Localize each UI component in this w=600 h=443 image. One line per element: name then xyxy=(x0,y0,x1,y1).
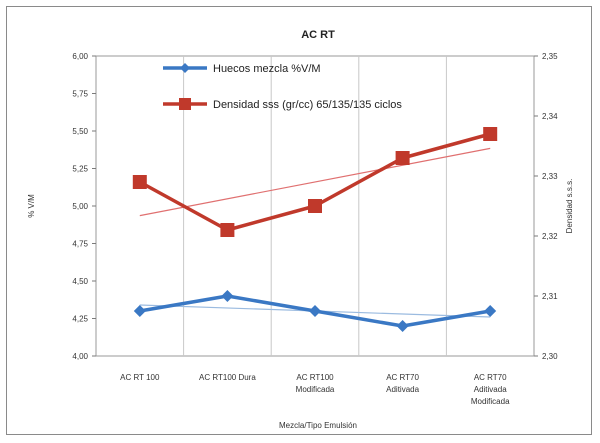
data-point-densidad xyxy=(395,151,410,165)
data-point-huecos xyxy=(396,320,409,332)
right-axis-tick-label: 2,32 xyxy=(542,232,558,241)
x-axis-title: Mezcla/Tipo Emulsión xyxy=(279,421,357,430)
y-axis-right-title: Densidad s.s.s. xyxy=(565,179,574,234)
data-point-densidad xyxy=(220,223,235,237)
chart-title: AC RT xyxy=(301,29,335,41)
data-point-huecos xyxy=(309,305,321,317)
left-axis-tick-label: 5,00 xyxy=(72,202,88,211)
left-axis-tick-label: 4,75 xyxy=(72,240,88,249)
right-axis-tick-label: 2,34 xyxy=(542,112,558,121)
right-axis-tick-label: 2,30 xyxy=(542,352,558,361)
data-point-densidad xyxy=(132,175,147,189)
left-axis-tick-label: 5,50 xyxy=(72,127,88,136)
category-label: AC RT100 Dura xyxy=(199,373,256,382)
legend-label-huecos: Huecos mezcla %V/M xyxy=(213,63,321,75)
right-axis-ticks: 2,30 2,31 2,32 2,33 2,34 2,35 xyxy=(534,52,558,361)
category-label: Modificada xyxy=(471,397,510,406)
category-label: Aditivada xyxy=(474,385,507,394)
category-label: Aditivada xyxy=(386,385,419,394)
legend-label-densidad: Densidad sss (gr/cc) 65/135/135 ciclos xyxy=(213,99,402,111)
left-axis-tick-label: 4,00 xyxy=(72,352,88,361)
category-label: AC RT100 xyxy=(296,373,334,382)
data-point-huecos xyxy=(133,305,146,317)
right-axis-tick-label: 2,35 xyxy=(542,52,558,61)
category-label: AC RT70 xyxy=(474,373,507,382)
data-point-densidad xyxy=(483,127,498,141)
category-label: Modificada xyxy=(296,385,335,394)
right-axis-tick-label: 2,31 xyxy=(542,292,558,301)
data-point-huecos xyxy=(484,305,497,317)
category-label: AC RT 100 xyxy=(120,373,160,382)
data-point-huecos xyxy=(221,290,234,302)
series-lines xyxy=(132,127,498,332)
left-axis-tick-label: 4,50 xyxy=(72,277,88,286)
left-axis-tick-label: 5,25 xyxy=(72,165,88,174)
category-labels: AC RT 100 AC RT100 Dura AC RT100 Modificada… xyxy=(120,373,510,406)
y-axis-left-title: % V/M xyxy=(27,194,36,218)
category-label: AC RT70 xyxy=(386,373,419,382)
legend: Huecos mezcla %V/M Densidad sss (gr/cc) 6… xyxy=(163,63,402,111)
right-axis-tick-label: 2,33 xyxy=(542,172,558,181)
left-axis-tick-label: 5,75 xyxy=(72,90,88,99)
data-point-densidad xyxy=(308,199,322,213)
left-axis-tick-label: 6,00 xyxy=(72,52,88,61)
legend-marker-densidad xyxy=(179,98,191,110)
legend-marker-huecos xyxy=(180,63,190,73)
left-axis-tick-label: 4,25 xyxy=(72,315,88,324)
left-axis-ticks: 4,00 4,25 4,50 4,75 5,00 5,25 5,50 5,75 6,00 xyxy=(72,52,96,361)
trendline-densidad xyxy=(139,147,491,217)
